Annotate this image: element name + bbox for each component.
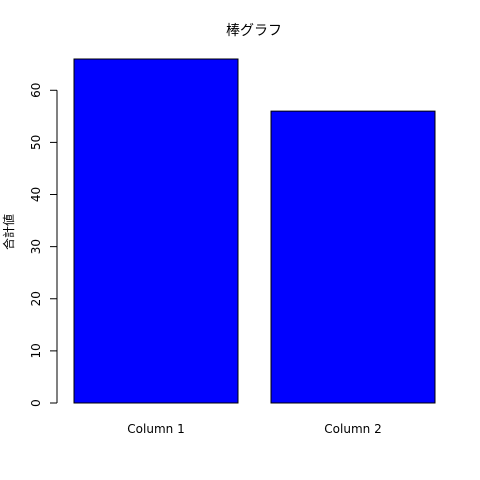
y-tick-label-4: 40 (29, 187, 43, 202)
x-tick-label-2: Column 2 (324, 422, 381, 436)
bar-2 (270, 110, 436, 404)
y-axis: 0 10 20 30 40 50 60 (29, 83, 58, 407)
y-tick-label-0: 0 (29, 399, 43, 407)
x-axis-labels: Column 1 Column 2 (127, 422, 381, 436)
y-tick-label-2: 20 (29, 291, 43, 306)
y-tick-label-3: 30 (29, 239, 43, 254)
bars (73, 58, 436, 404)
y-tick-label-6: 60 (29, 83, 43, 98)
bar-1 (73, 58, 239, 404)
y-axis-label: 合計値 (1, 214, 16, 250)
y-tick-label-1: 10 (29, 343, 43, 358)
chart-title: 棒グラフ (226, 23, 282, 39)
y-tick-label-5: 50 (29, 135, 43, 150)
x-tick-label-1: Column 1 (127, 422, 184, 436)
